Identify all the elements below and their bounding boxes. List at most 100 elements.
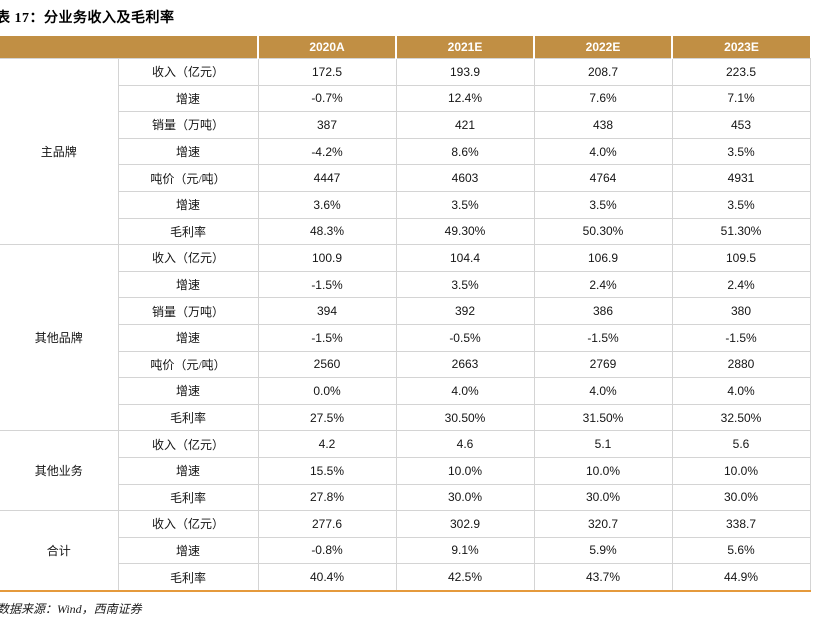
value-cell: 7.1%: [671, 84, 811, 113]
value-cell: 4.0%: [533, 377, 673, 405]
table-row: 合计 收入（亿元） 277.6 302.9 320.7 338.7: [0, 510, 811, 592]
metric-label: 毛利率: [117, 217, 259, 246]
data-source-note: 数据来源：Wind，西南证券: [0, 601, 142, 616]
value-cell: 15.5%: [257, 456, 397, 485]
value-cell: 48.3%: [257, 217, 397, 246]
value-cell: 193.9: [395, 58, 535, 86]
value-cell: 51.30%: [671, 217, 811, 246]
value-cell: 387: [257, 111, 397, 139]
table-row: 增速 15.5% 10.0% 10.0% 10.0%: [0, 456, 811, 485]
metric-label: 增速: [117, 270, 259, 299]
value-cell: 4764: [533, 164, 673, 192]
group-label: 其他品牌: [0, 244, 119, 432]
value-cell: 223.5: [671, 58, 811, 86]
value-cell: 30.0%: [671, 483, 811, 512]
header-row: 2020A 2021E 2022E 2023E: [0, 36, 810, 59]
metric-label: 吨价（元/吨）: [117, 164, 259, 192]
value-cell: 172.5: [257, 58, 397, 86]
value-cell: 30.50%: [395, 403, 535, 432]
value-cell: 5.6: [671, 430, 811, 458]
table-row: 其他品牌 收入（亿元） 100.9 104.4 106.9 109.5: [0, 244, 811, 432]
value-cell: 27.8%: [257, 483, 397, 512]
value-cell: 7.6%: [533, 84, 673, 113]
value-cell: 4.0%: [533, 137, 673, 166]
metric-label: 增速: [117, 190, 259, 219]
table-row: 毛利率 27.8% 30.0% 30.0% 30.0%: [0, 483, 811, 512]
group-label: 合计: [0, 510, 119, 592]
value-cell: 4.6: [395, 430, 535, 458]
value-cell: 3.5%: [395, 270, 535, 299]
year-column-header: 2021E: [395, 36, 534, 59]
table-row: 其他业务 收入（亿元） 4.2 4.6 5.1 5.6: [0, 430, 811, 512]
table-body: 主品牌 收入（亿元） 172.5 193.9 208.7 223.5 增速 -0.7% 12.4…: [0, 57, 811, 592]
metric-label: 增速: [117, 456, 259, 485]
table-row: 销量（万吨） 394 392 386 380: [0, 297, 811, 325]
value-cell: 3.5%: [671, 137, 811, 166]
value-cell: 10.0%: [671, 456, 811, 485]
value-cell: -0.5%: [395, 323, 535, 352]
metric-label: 增速: [117, 137, 259, 166]
value-cell: 338.7: [671, 510, 811, 538]
value-cell: 5.1: [533, 430, 673, 458]
table-header: 2020A 2021E 2022E 2023E: [0, 36, 810, 59]
value-cell: 32.50%: [671, 403, 811, 432]
metric-label: 收入（亿元）: [117, 430, 259, 458]
table-row: 增速 0.0% 4.0% 4.0% 4.0%: [0, 377, 811, 405]
value-cell: 4447: [257, 164, 397, 192]
value-cell: 0.0%: [257, 377, 397, 405]
value-cell: 3.6%: [257, 190, 397, 219]
value-cell: 380: [671, 297, 811, 325]
value-cell: 10.0%: [533, 456, 673, 485]
value-cell: 100.9: [257, 244, 397, 272]
metric-label: 增速: [117, 84, 259, 113]
value-cell: -1.5%: [257, 270, 397, 299]
value-cell: 453: [671, 111, 811, 139]
value-cell: 5.9%: [533, 536, 673, 565]
value-cell: 5.6%: [671, 536, 811, 565]
value-cell: 44.9%: [671, 563, 811, 592]
table-row: 增速 -4.2% 8.6% 4.0% 3.5%: [0, 137, 811, 166]
group-label: 主品牌: [0, 57, 119, 246]
table-row: 增速 3.6% 3.5% 3.5% 3.5%: [0, 190, 811, 219]
value-cell: 2769: [533, 350, 673, 379]
value-cell: 43.7%: [533, 563, 673, 592]
metric-label: 收入（亿元）: [117, 244, 259, 272]
metric-label: 吨价（元/吨）: [117, 350, 259, 379]
table-row: 增速 -1.5% -0.5% -1.5% -1.5%: [0, 323, 811, 352]
metric-label: 毛利率: [117, 483, 259, 512]
table-row: 吨价（元/吨） 4447 4603 4764 4931: [0, 164, 811, 192]
year-column-header: 2022E: [533, 36, 672, 59]
year-column-header: 2023E: [671, 36, 810, 59]
table-row: 销量（万吨） 387 421 438 453: [0, 111, 811, 139]
value-cell: 320.7: [533, 510, 673, 538]
value-cell: 4.2: [257, 430, 397, 458]
value-cell: 3.5%: [533, 190, 673, 219]
value-cell: 30.0%: [395, 483, 535, 512]
metric-label: 销量（万吨）: [117, 111, 259, 139]
value-cell: -0.8%: [257, 536, 397, 565]
metric-label: 毛利率: [117, 563, 259, 592]
value-cell: -1.5%: [533, 323, 673, 352]
value-cell: 394: [257, 297, 397, 325]
value-cell: 392: [395, 297, 535, 325]
value-cell: 30.0%: [533, 483, 673, 512]
table-row: 吨价（元/吨） 2560 2663 2769 2880: [0, 350, 811, 379]
value-cell: 208.7: [533, 58, 673, 86]
value-cell: 4931: [671, 164, 811, 192]
value-cell: 2.4%: [671, 270, 811, 299]
table-row: 增速 -0.7% 12.4% 7.6% 7.1%: [0, 84, 811, 113]
group-label: 其他业务: [0, 430, 119, 512]
value-cell: 8.6%: [395, 137, 535, 166]
value-cell: 3.5%: [395, 190, 535, 219]
metric-label: 销量（万吨）: [117, 297, 259, 325]
value-cell: 42.5%: [395, 563, 535, 592]
value-cell: -1.5%: [257, 323, 397, 352]
value-cell: 104.4: [395, 244, 535, 272]
value-cell: 49.30%: [395, 217, 535, 246]
metric-label: 收入（亿元）: [117, 510, 259, 538]
value-cell: 106.9: [533, 244, 673, 272]
value-cell: 50.30%: [533, 217, 673, 246]
metric-label: 收入（亿元）: [117, 58, 259, 86]
value-cell: 4603: [395, 164, 535, 192]
metric-label: 增速: [117, 536, 259, 565]
